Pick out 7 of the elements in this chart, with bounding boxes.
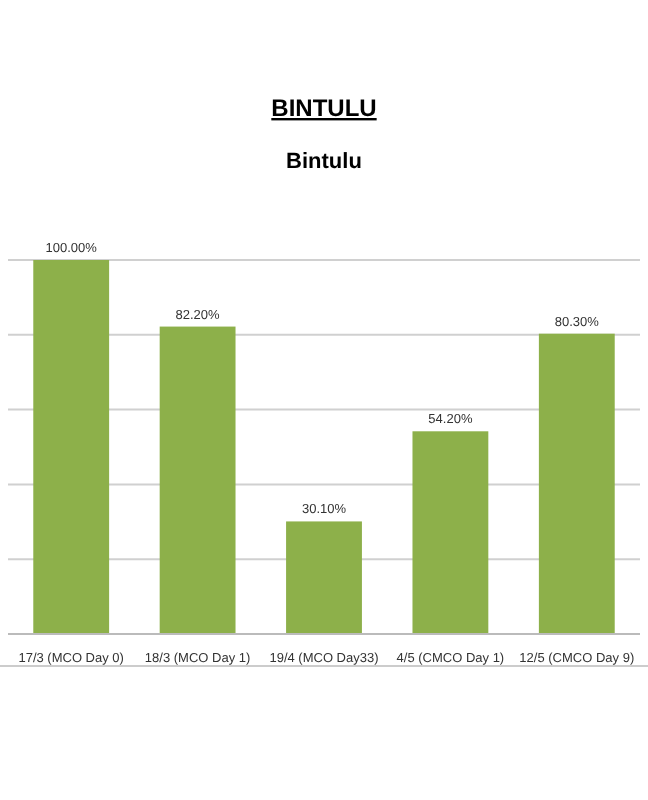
- bar: [286, 521, 362, 634]
- chart-title: BINTULU: [271, 94, 377, 122]
- chart-subtitle: Bintulu: [286, 150, 362, 174]
- bar: [412, 431, 489, 634]
- bar: [33, 260, 110, 634]
- bar: [538, 333, 615, 634]
- bar: [159, 326, 236, 634]
